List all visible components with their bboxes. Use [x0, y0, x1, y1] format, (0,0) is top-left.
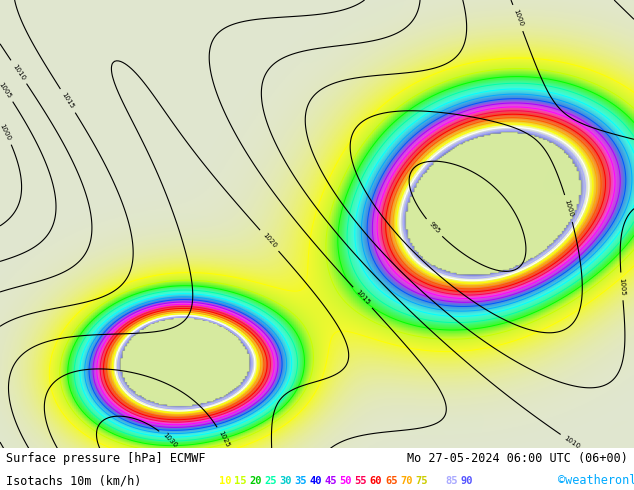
Text: 1015: 1015 — [61, 92, 75, 110]
Text: 1020: 1020 — [261, 232, 278, 249]
Text: 1015: 1015 — [354, 289, 371, 306]
Text: 1000: 1000 — [564, 199, 574, 218]
Text: 50: 50 — [340, 476, 352, 486]
Text: 55: 55 — [354, 476, 367, 486]
Text: Surface pressure [hPa] ECMWF: Surface pressure [hPa] ECMWF — [6, 452, 206, 466]
Text: 1030: 1030 — [161, 432, 178, 449]
Text: Mo 27-05-2024 06:00 UTC (06+00): Mo 27-05-2024 06:00 UTC (06+00) — [407, 452, 628, 466]
Text: 1010: 1010 — [11, 63, 26, 81]
Text: 1005: 1005 — [0, 81, 13, 99]
Text: 75: 75 — [415, 476, 427, 486]
Text: 1005: 1005 — [618, 277, 626, 295]
Text: ©weatheronline.co.uk: ©weatheronline.co.uk — [558, 474, 634, 488]
Text: 1000: 1000 — [512, 8, 524, 27]
Text: 85: 85 — [445, 476, 458, 486]
Text: 995: 995 — [427, 221, 441, 235]
Text: 1000: 1000 — [0, 122, 12, 141]
Text: 60: 60 — [370, 476, 382, 486]
Text: 40: 40 — [309, 476, 322, 486]
Text: 1025: 1025 — [217, 430, 230, 449]
Text: 10: 10 — [219, 476, 231, 486]
Text: 25: 25 — [264, 476, 276, 486]
Text: 35: 35 — [294, 476, 307, 486]
Text: 80: 80 — [430, 476, 443, 486]
Text: 70: 70 — [400, 476, 413, 486]
Text: 90: 90 — [460, 476, 473, 486]
Text: 65: 65 — [385, 476, 398, 486]
Text: Isotachs 10m (km/h): Isotachs 10m (km/h) — [6, 474, 142, 488]
Text: 45: 45 — [325, 476, 337, 486]
Text: 20: 20 — [249, 476, 261, 486]
Text: 30: 30 — [279, 476, 292, 486]
Text: 15: 15 — [234, 476, 247, 486]
Text: 1010: 1010 — [563, 435, 581, 450]
